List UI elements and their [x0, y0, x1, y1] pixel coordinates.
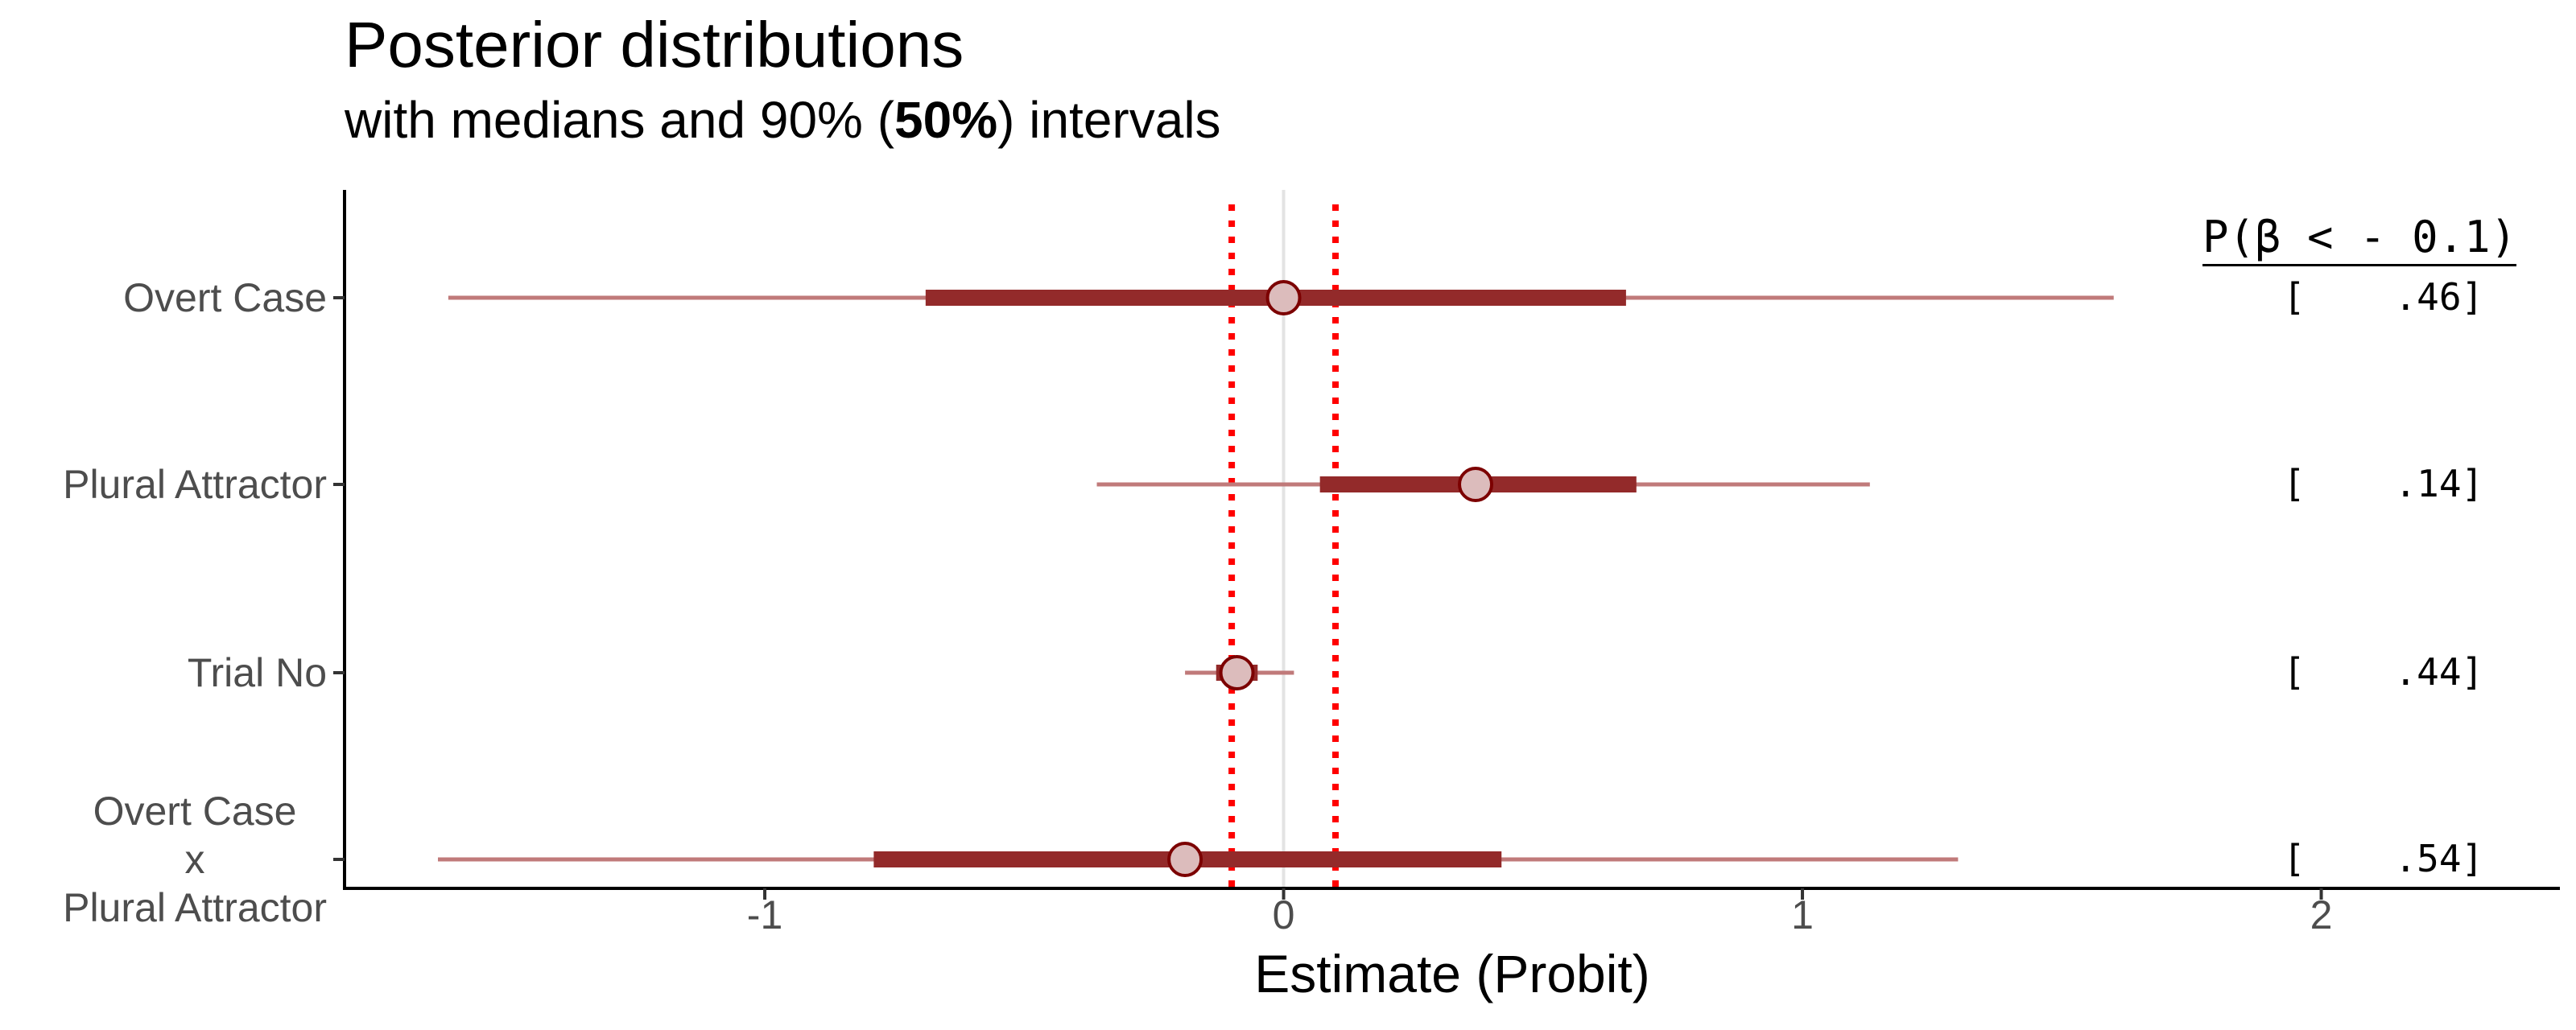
subtitle-pre: with medians and 90% ( — [345, 91, 895, 149]
y-axis-label-4: Overt Case x Plural Attractor — [63, 787, 327, 932]
probability-value-2: [ .14] — [2283, 462, 2484, 505]
x-tick-label: 2 — [2310, 892, 2333, 937]
y-axis-label-line: x — [184, 837, 205, 882]
chart-subtitle: with medians and 90% (50%) intervals — [345, 90, 1221, 150]
x-tick-label: 0 — [1272, 892, 1295, 937]
y-axis-label-line: Plural Attractor — [63, 885, 327, 930]
median-point-3 — [1219, 655, 1255, 690]
y-axis-label-line: Trial No — [187, 650, 327, 695]
probability-value-1: [ .46] — [2283, 275, 2484, 319]
median-point-4 — [1167, 842, 1203, 877]
chart-title: Posterior distributions — [345, 9, 964, 80]
probability-value-4: [ .54] — [2283, 837, 2484, 880]
y-axis-label-line: Overt Case — [123, 275, 327, 320]
y-axis-label-1: Overt Case — [123, 274, 327, 322]
x-axis-label: Estimate (Probit) — [1254, 944, 1650, 1003]
median-point-2 — [1458, 467, 1494, 502]
median-point-1 — [1265, 280, 1302, 315]
subtitle-bold: 50% — [894, 91, 998, 149]
y-axis-label-line: Plural Attractor — [63, 462, 327, 507]
x-tick-label: 1 — [1791, 892, 1814, 937]
probability-header: P(β < - 0.1) — [2202, 211, 2517, 266]
y-axis-label-line: Overt Case — [93, 789, 297, 834]
subtitle-post: ) intervals — [997, 91, 1221, 149]
x-tick-label: -1 — [746, 892, 783, 937]
y-axis-label-2: Plural Attractor — [63, 460, 327, 509]
y-axis-label-3: Trial No — [188, 649, 327, 697]
probability-value-3: [ .44] — [2283, 650, 2484, 694]
